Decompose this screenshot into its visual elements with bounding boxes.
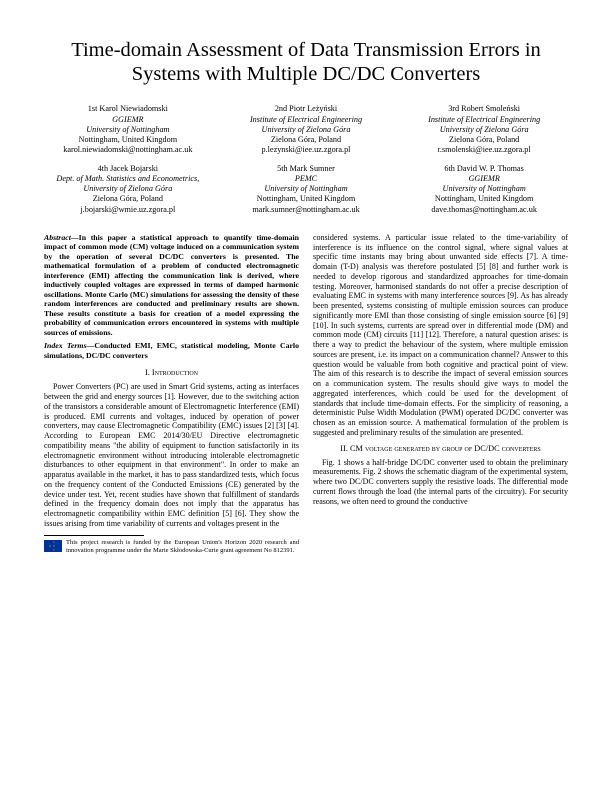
author-ord: 6th: [444, 164, 454, 173]
author-affil: Institute of Electrical Engineering: [400, 115, 568, 125]
footnote-text: This project research is funded by the E…: [66, 539, 299, 555]
paper-title: Time-domain Assessment of Data Transmiss…: [44, 38, 568, 86]
author-loc: Zielona Góra, Poland: [222, 135, 390, 145]
author-email: j.bojarski@wmie.uz.zgora.pl: [44, 205, 212, 215]
abstract: Abstract—In this paper a statistical app…: [44, 233, 299, 338]
author-affil: GGIEMR: [400, 174, 568, 184]
author-affil2: University of Nottingham: [222, 184, 390, 194]
author-affil: Dept. of Math. Statistics and Econometri…: [44, 174, 212, 184]
author-affil: GGIEMR: [44, 115, 212, 125]
author-name: Mark Sumner: [290, 164, 335, 173]
left-column: Abstract—In this paper a statistical app…: [44, 233, 299, 554]
author-ord: 1st: [88, 104, 98, 113]
author-email: p.lezynski@iee.uz.zgora.pl: [222, 145, 390, 155]
index-terms-label: Index Terms—: [44, 341, 94, 350]
author-1: 1st Karol Niewiadomski GGIEMR University…: [44, 104, 212, 155]
author-email: r.smolenski@iee.uz.zgora.pl: [400, 145, 568, 155]
author-email: mark.sumner@nottingham.ac.uk: [222, 205, 390, 215]
author-loc: Zielona Góra, Poland: [400, 135, 568, 145]
author-6: 6th David W. P. Thomas GGIEMR University…: [400, 164, 568, 215]
author-affil2: University of Zielona Góra: [44, 184, 212, 194]
author-loc: Zielona Góra, Poland: [44, 194, 212, 204]
author-2: 2nd Piotr Leżyński Institute of Electric…: [222, 104, 390, 155]
section-2-heading: II. CM voltage generated by group of DC/…: [313, 444, 568, 454]
right-column: considered systems. A particular issue r…: [313, 233, 568, 554]
author-ord: 4th: [98, 164, 108, 173]
author-loc: Nottingham, United Kingdom: [400, 194, 568, 204]
author-ord: 3rd: [448, 104, 459, 113]
author-loc: Nottingham, United Kingdom: [44, 135, 212, 145]
author-4: 4th Jacek Bojarski Dept. of Math. Statis…: [44, 164, 212, 215]
author-ord: 2nd: [275, 104, 287, 113]
author-affil: Institute of Electrical Engineering: [222, 115, 390, 125]
author-name: David W. P. Thomas: [457, 164, 524, 173]
author-email: karol.niewiadomski@nottingham.ac.uk: [44, 145, 212, 155]
section-1-heading: I. Introduction: [44, 368, 299, 378]
author-name: Piotr Leżyński: [289, 104, 337, 113]
funding-footnote: This project research is funded by the E…: [44, 539, 299, 555]
author-affil2: University of Nottingham: [400, 184, 568, 194]
author-name: Karol Niewiadomski: [99, 104, 167, 113]
author-ord: 5th: [277, 164, 287, 173]
author-name: Jacek Bojarski: [110, 164, 158, 173]
abstract-label: Abstract—: [44, 233, 79, 242]
author-affil2: University of Zielona Góra: [222, 125, 390, 135]
author-affil2: University of Zielona Góra: [400, 125, 568, 135]
footnote-rule: [44, 535, 144, 536]
eu-flag-icon: [44, 540, 62, 552]
author-affil: PEMC: [222, 174, 390, 184]
author-5: 5th Mark Sumner PEMC University of Notti…: [222, 164, 390, 215]
author-affil2: University of Nottingham: [44, 125, 212, 135]
intro-paragraph: Power Converters (PC) are used in Smart …: [44, 382, 299, 528]
index-terms: Index Terms—Conducted EMI, EMC, statisti…: [44, 341, 299, 360]
author-email: dave.thomas@nottingham.ac.uk: [400, 205, 568, 215]
abstract-text: In this paper a statistical approach to …: [44, 233, 299, 337]
author-loc: Nottingham, United Kingdom: [222, 194, 390, 204]
author-name: Robert Smoleński: [461, 104, 520, 113]
col2-paragraph-2: Fig. 1 shows a half-bridge DC/DC convert…: [313, 458, 568, 507]
col2-paragraph-1: considered systems. A particular issue r…: [313, 233, 568, 438]
author-block: 1st Karol Niewiadomski GGIEMR University…: [44, 104, 568, 223]
author-3: 3rd Robert Smoleński Institute of Electr…: [400, 104, 568, 155]
